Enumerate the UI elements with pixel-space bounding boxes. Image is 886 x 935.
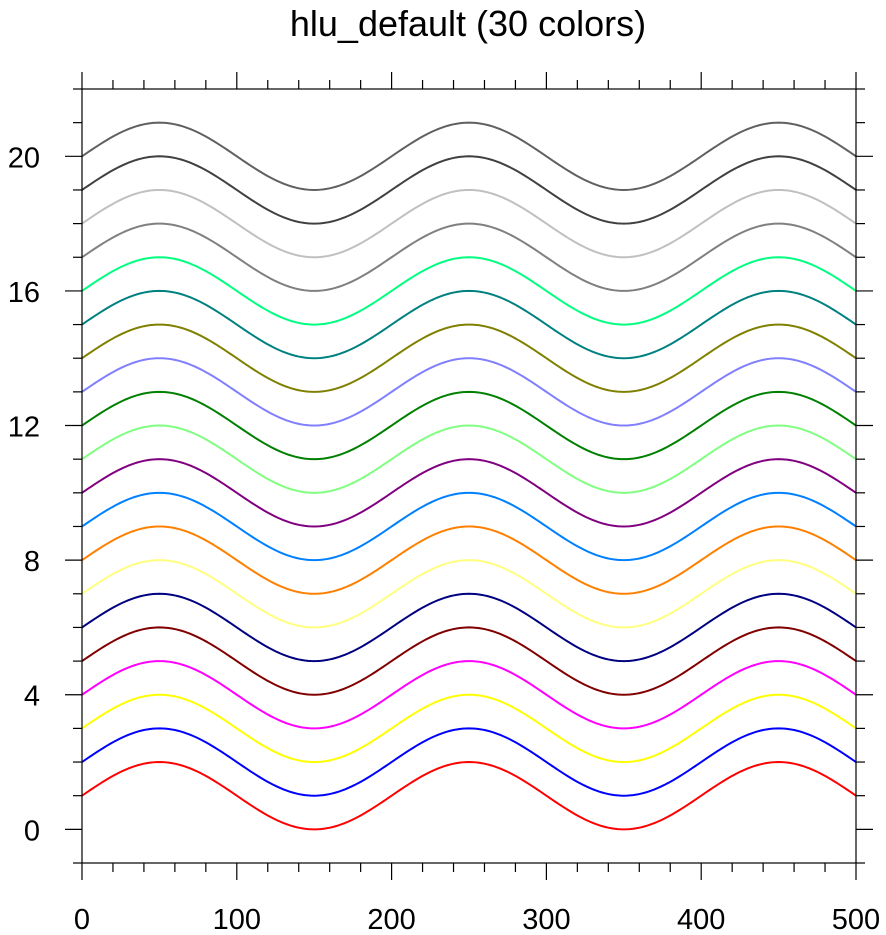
plot-frame (81, 88, 857, 864)
series-line (81, 222, 857, 292)
series-line (81, 559, 857, 629)
y-tick-label: 12 (8, 412, 40, 444)
series-line (81, 693, 857, 764)
series-line (81, 592, 857, 663)
series-line (81, 626, 857, 696)
x-tick-label: 200 (367, 904, 415, 935)
series-line (81, 121, 857, 191)
series-line (81, 323, 857, 393)
series-line (81, 289, 857, 360)
y-tick-label: 4 (24, 681, 40, 713)
series-line (81, 256, 857, 326)
series-line (81, 188, 857, 259)
axes: 0 100 200 300 400 500 0 4 8 12 16 20 (8, 72, 880, 935)
series-line (81, 660, 857, 730)
series-lines (81, 121, 857, 831)
y-tick-label: 20 (8, 142, 40, 174)
x-tick-label: 400 (677, 904, 725, 935)
series-line (81, 727, 857, 797)
series-line (81, 155, 857, 225)
series-line (81, 390, 857, 461)
x-tick-label: 100 (213, 904, 261, 935)
chart-title: hlu_default (30 colors) (290, 3, 646, 44)
y-tick-label: 16 (8, 277, 40, 309)
series-line (81, 357, 857, 427)
x-tick-label: 0 (74, 904, 90, 935)
series-line (81, 458, 857, 528)
series-line (81, 491, 857, 562)
x-tick-label: 300 (522, 904, 570, 935)
series-line (81, 525, 857, 595)
y-tick-label: 8 (24, 546, 40, 578)
x-tick-label: 500 (832, 904, 880, 935)
y-tick-label: 0 (24, 815, 40, 847)
series-line (81, 424, 857, 494)
series-line (81, 761, 857, 831)
